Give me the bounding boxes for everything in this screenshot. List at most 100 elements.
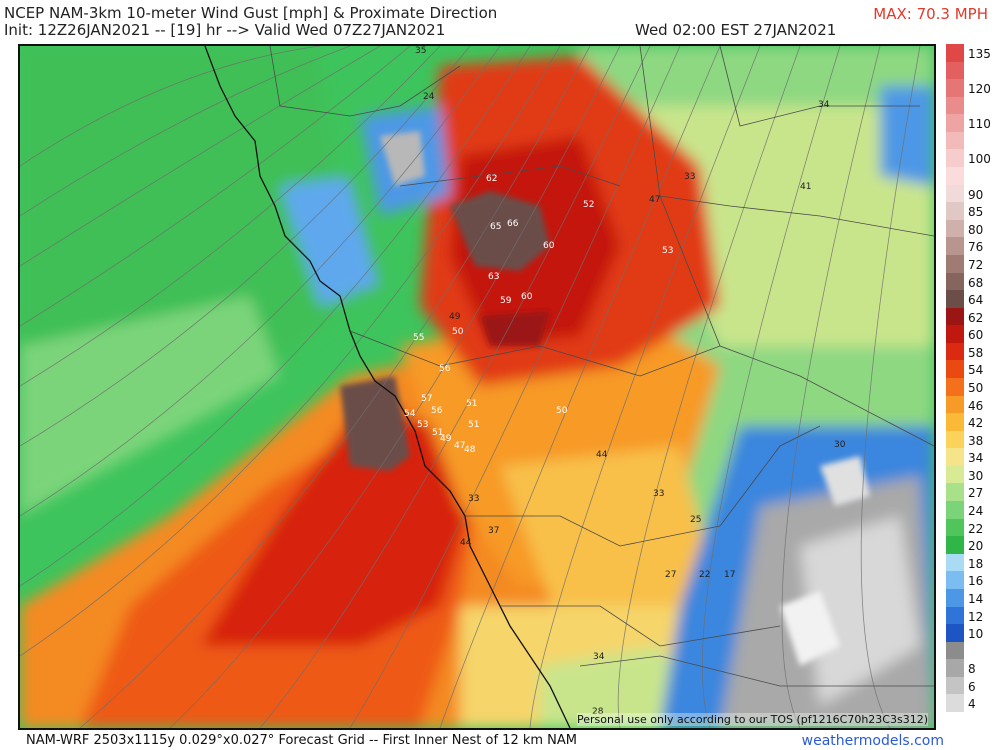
wind-gust-map[interactable]: 35 24 34 33 47 41 62 65 66 52 60 53 63 59 60 49 55 50 56 51… [18,44,936,730]
gust-value-label: 22 [699,570,710,580]
legend-item [946,167,1000,185]
legend-item: 18 [946,553,1000,572]
legend-item: 38 [946,430,1000,449]
legend-swatch [946,518,964,537]
tos-note: Personal use only according to our TOS (… [577,713,928,726]
legend-swatch [946,694,964,712]
legend-swatch [946,360,964,378]
gust-value-label: 34 [818,100,830,110]
gust-value-label: 59 [500,296,512,306]
gust-value-label: 56 [431,406,443,416]
legend-item: 14 [946,588,1000,607]
gust-value-label: 63 [488,272,499,282]
legend-label: 42 [968,416,984,431]
legend-item: 16 [946,571,1000,589]
legend-swatch [946,659,964,677]
legend-swatch [946,413,964,431]
legend-item: 60 [946,325,1000,343]
valid-local-time: Wed 02:00 EST 27JAN2021 [635,21,837,39]
legend-label: 6 [968,679,976,694]
legend-label: 100 [968,152,991,167]
legend-item: 8 [946,659,1000,677]
legend-item: 62 [946,307,1000,326]
gust-value-label: 25 [690,515,701,525]
legend-swatch [946,114,964,132]
init-time: Init: 12Z26JAN2021 -- [19] hr --> Valid … [4,21,446,39]
legend-label: 34 [968,451,984,466]
legend-label: 12 [968,609,984,624]
legend-item: 58 [946,342,1000,361]
gust-value-label: 49 [449,312,461,322]
legend-label: 14 [968,591,984,606]
legend-swatch [946,167,964,185]
legend-item: 54 [946,360,1000,378]
legend-swatch [946,571,964,589]
legend-label: 24 [968,504,984,519]
gust-value-label: 34 [593,652,605,662]
legend-label: 46 [968,398,984,413]
legend-swatch [946,624,964,642]
gust-value-label: 27 [665,570,676,580]
gust-value-label: 48 [464,445,476,455]
legend-item: 10 [946,624,1000,642]
gust-value-label: 62 [486,174,497,184]
legend-label: 135 [968,47,991,61]
legend-swatch [946,483,964,502]
legend-swatch [946,641,964,660]
legend-label: 60 [968,328,984,343]
legend-swatch [946,553,964,572]
gust-value-label: 53 [417,420,428,430]
grid-info: NAM-WRF 2503x1115y 0.029°x0.027° Forecas… [26,733,578,748]
legend-item: 64 [946,290,1000,308]
gust-value-label: 52 [583,200,594,210]
legend-item: 100 [946,149,1000,168]
legend-item: 42 [946,413,1000,431]
legend-label: 58 [968,345,984,360]
legend-item: 34 [946,448,1000,466]
legend-swatch [946,79,964,97]
legend-item: 4 [946,694,1000,712]
legend-swatch [946,184,964,203]
legend-item: 30 [946,465,1000,484]
source-link[interactable]: weathermodels.com [801,733,944,749]
gust-value-label: 57 [421,394,432,404]
legend-item: 27 [946,483,1000,502]
gust-value-label: 51 [466,399,477,409]
legend-swatch [946,131,964,150]
legend-item: 12 [946,606,1000,625]
gust-value-labels: 35 24 34 33 47 41 62 65 66 52 60 53 63 59 60 49 55 50 56 51… [404,46,846,717]
legend-label: 38 [968,433,984,448]
legend-item: 85 [946,202,1000,220]
legend-item: 68 [946,272,1000,291]
legend-label: 16 [968,574,984,589]
gust-value-label: 24 [423,92,435,102]
legend-item [946,131,1000,150]
legend-swatch [946,676,964,695]
legend-item: 135 [946,44,1000,62]
legend-label: 120 [968,82,991,97]
legend-swatch [946,606,964,625]
legend-label: 18 [968,556,984,571]
legend-swatch [946,96,964,115]
gust-value-label: 66 [507,219,519,229]
gust-value-label: 33 [684,172,695,182]
legend-swatch [946,44,964,62]
gust-value-label: 50 [556,406,568,416]
gust-value-label: 53 [662,246,673,256]
legend-item: 22 [946,518,1000,537]
gust-value-label: 30 [834,440,846,450]
gust-value-label: 49 [440,434,452,444]
legend-swatch [946,378,964,396]
legend-swatch [946,290,964,308]
gust-value-label: 33 [653,489,664,499]
legend-swatch [946,536,964,554]
legend-label: 22 [968,521,984,536]
legend-label: 110 [968,117,991,132]
legend-item: 46 [946,395,1000,414]
legend-item [946,641,1000,660]
legend-swatch [946,465,964,484]
legend-label: 64 [968,293,984,308]
gust-value-label: 60 [543,241,555,251]
gust-value-label: 47 [649,195,660,205]
legend-label: 76 [968,240,984,255]
